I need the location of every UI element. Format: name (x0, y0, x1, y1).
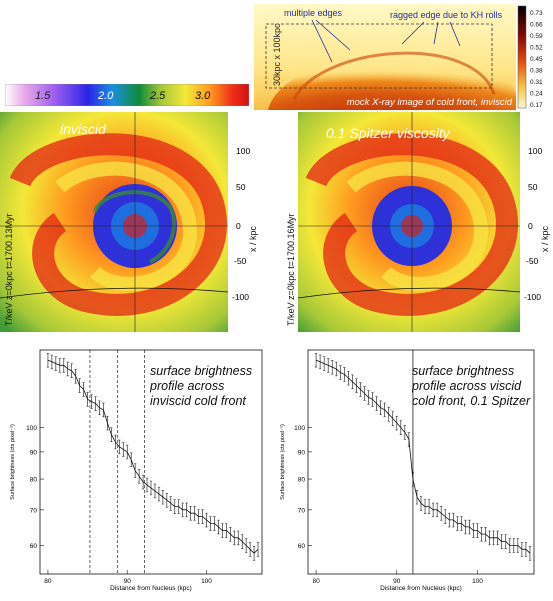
temperature-colorbar-svg: 1.5 2.0 2.5 3.0 (4, 83, 250, 107)
xray-annotation-ragged-edge: ragged edge due to KH rolls (390, 10, 503, 20)
xray-arrow-1 (311, 19, 333, 63)
profile-chart-viscous: 80 90 100 100 90 80 70 60 Distance from Nucleu… (272, 346, 542, 596)
y-tick-label: 100 (26, 425, 37, 432)
temp-map-inviscid-svg: inviscid T/keV z=0kpc t=1700.13Myr 100 5… (0, 112, 258, 332)
map-tick-minus50: -50 (526, 256, 539, 266)
y-axis-label: Surface brightness (cts pixel⁻¹) (280, 424, 286, 500)
xray-colorbar-tick: 0.45 (530, 56, 543, 63)
chart-annotation-box: surface brightness profile across viscid… (412, 364, 531, 408)
data-series (314, 353, 532, 561)
profile-chart-inviscid-svg: 80 90 100 100 90 80 70 60 Distance from Nucleu… (10, 349, 263, 592)
profile-chart-viscous-svg: 80 90 100 100 90 80 70 60 Distance from Nucleu… (280, 349, 535, 592)
x-tick-label: 80 (312, 578, 320, 585)
boundary-curve (0, 287, 229, 299)
xray-arrow-2 (315, 19, 351, 51)
temperature-colorbar: 1.5 2.0 2.5 3.0 (4, 83, 250, 107)
xray-panel: 30kpc x 100kpc multiple edges ragged edg… (254, 4, 550, 110)
xray-caption: mock X-ray image of cold front, inviscid (347, 97, 513, 108)
y-ticks: 100 90 80 70 60 (26, 425, 44, 550)
map-side-label: T/keV z=0kpc t=1700.16Myr (286, 213, 296, 326)
map-tick-0: 0 (236, 221, 241, 231)
xray-colorbar-tick: 0.17 (530, 102, 543, 109)
x-tick-label: 100 (472, 578, 483, 585)
map-axis-ticks: 100 50 0 -50 -100 (524, 146, 542, 302)
xray-arrow-4 (433, 21, 439, 45)
core-edge (93, 190, 176, 264)
map-title: 0.1 Spitzer viscosity (326, 125, 451, 141)
y-tick-label: 70 (298, 507, 306, 514)
map-axis-label: x / kpc (248, 225, 258, 252)
xray-colorbar-tick: 0.66 (530, 22, 543, 29)
profile-line (315, 359, 531, 554)
xray-colorbar-tick: 0.52 (530, 45, 543, 52)
xray-colorbar-tick: 0.31 (530, 79, 543, 86)
x-tick-label: 90 (393, 578, 401, 585)
xray-colorbar-tick: 0.38 (530, 68, 543, 75)
xray-arrow-3 (401, 21, 425, 45)
y-tick-label: 80 (30, 477, 38, 484)
xray-cold-front (268, 50, 516, 110)
temp-map-viscous-svg: 0.1 Spitzer viscosity T/keV z=0kpc t=170… (286, 112, 550, 332)
boundary-curve (297, 287, 521, 299)
map-tick-50: 50 (236, 182, 246, 192)
map-tick-0: 0 (528, 221, 533, 231)
chart-annotation-box: surface brightness profile across invisc… (150, 364, 253, 408)
map-axis-ticks: 100 50 0 -50 -100 (232, 146, 250, 302)
x-axis-label: Distance from Nucleus (kpc) (110, 585, 192, 592)
map-title: inviscid (60, 121, 107, 137)
temp-tick-3: 2.5 (149, 90, 166, 102)
y-tick-label: 90 (298, 449, 306, 456)
map-tick-100: 100 (528, 146, 542, 156)
map-tick-minus50: -50 (234, 256, 247, 266)
y-tick-label: 100 (294, 425, 305, 432)
xray-colorbar (517, 5, 527, 109)
temp-tick-1: 1.5 (35, 90, 51, 102)
hot-spiral-arm (9, 133, 227, 316)
warm-spiral-arm (55, 161, 198, 291)
x-tick-label: 100 (201, 578, 212, 585)
hot-spiral-arm (305, 133, 518, 316)
xray-colorbar-ticks: 0.73 0.66 0.59 0.52 0.45 0.38 0.31 0.24 0.17 (530, 10, 543, 109)
front-markers (89, 350, 146, 574)
plot-frame (307, 349, 535, 575)
xray-colorbar-tick: 0.59 (530, 33, 543, 40)
warm-spiral-arm (346, 161, 489, 291)
xray-box-label: 30kpc x 100kpc (272, 23, 282, 86)
y-ticks: 100 90 80 70 60 (294, 425, 312, 550)
x-ticks: 80 90 100 (44, 570, 212, 585)
xray-front-edge (292, 51, 496, 100)
xray-selection-box (265, 23, 493, 89)
profile-chart-inviscid: 80 90 100 100 90 80 70 60 Distance from Nucleu… (0, 346, 270, 596)
map-side-label: T/keV z=0kpc t=1700.13Myr (4, 213, 14, 326)
plot-frame (39, 349, 263, 575)
map-tick-100: 100 (236, 146, 250, 156)
x-axis-label: Distance from Nucleus (kpc) (380, 585, 462, 592)
chart-annotation: surface brightness profile across viscid… (412, 364, 531, 408)
y-tick-label: 60 (298, 543, 306, 550)
map-tick-50: 50 (528, 182, 538, 192)
y-tick-label: 90 (30, 449, 38, 456)
x-tick-label: 80 (44, 578, 52, 585)
profile-line (47, 359, 259, 554)
y-axis-label: Surface brightness (cts pixel⁻¹) (10, 424, 16, 500)
temp-tick-4: 3.0 (195, 90, 211, 102)
xray-annotation-multiple-edges: multiple edges (284, 8, 343, 18)
map-tick-minus100: -100 (232, 292, 249, 302)
temp-tick-2: 2.0 (97, 90, 114, 102)
y-tick-label: 60 (30, 543, 38, 550)
xray-arrow-5 (449, 21, 461, 47)
map-axis-label: x / kpc (540, 225, 550, 252)
map-tick-minus100: -100 (524, 292, 541, 302)
temp-map-viscous: 0.1 Spitzer viscosity T/keV z=0kpc t=170… (276, 112, 553, 332)
temp-map-inviscid: inviscid T/keV z=0kpc t=1700.13Myr 100 5… (0, 112, 262, 332)
y-tick-label: 80 (298, 477, 306, 484)
xray-image-svg: 30kpc x 100kpc multiple edges ragged edg… (254, 4, 543, 110)
y-tick-label: 70 (30, 507, 38, 514)
x-ticks: 80 90 100 (312, 570, 483, 585)
xray-colorbar-tick: 0.24 (530, 91, 543, 98)
chart-annotation: surface brightness profile across invisc… (150, 364, 253, 408)
data-series (46, 353, 260, 561)
x-tick-label: 90 (124, 578, 132, 585)
xray-colorbar-tick: 0.73 (530, 10, 543, 17)
